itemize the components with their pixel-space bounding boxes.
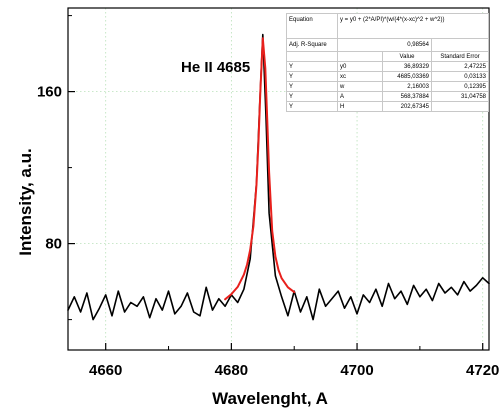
- adj-r-square-row: Adj. R-Square 0,98564: [286, 38, 489, 52]
- lorentz-fit-line: [224, 37, 296, 301]
- plot-frame: [67, 7, 490, 351]
- equation-label: Equation: [286, 13, 338, 39]
- x-tick-label: 4660: [89, 362, 122, 379]
- y-axis-title: Intensity, a.u.: [16, 148, 35, 255]
- spectrum-line: [67, 33, 490, 321]
- series-layer: [67, 33, 490, 321]
- y-tick-label: 160: [37, 84, 62, 101]
- x-tick-label: 4720: [466, 362, 499, 379]
- equation-text: y = y0 + (2*A/PI)*(w/(4*(x-xc)^2 + w^2)): [337, 13, 489, 39]
- error-header: Standard Error: [431, 51, 489, 62]
- table-row: Y y0 36,89329 2,47225: [286, 61, 489, 72]
- table-row: Y A 568,37884 31,04758: [286, 91, 489, 102]
- tick-marks: [68, 15, 484, 350]
- x-tick-label: 4700: [340, 362, 373, 379]
- table-row: Y xc 4685,03369 0,03133: [286, 71, 489, 82]
- adj-r-value: 0,98564: [337, 38, 432, 52]
- tick-labels: 4660 4680 4700 4720 80 160: [37, 84, 499, 379]
- adj-r-label: Adj. R-Square: [286, 38, 338, 52]
- value-header: Value: [382, 51, 432, 62]
- table-row: Y w 2,16003 0,12395: [286, 81, 489, 92]
- header-row: Value Standard Error: [286, 51, 489, 62]
- table-row: Y H 202,67345: [286, 101, 489, 112]
- x-axis-title: Wavelenght, A: [212, 389, 328, 408]
- equation-row: Equation y = y0 + (2*A/PI)*(w/(4*(x-xc)^…: [286, 13, 489, 39]
- peak-annotation: He II 4685: [181, 59, 250, 76]
- x-tick-label: 4680: [215, 362, 248, 379]
- y-tick-label: 80: [45, 236, 62, 253]
- fit-results-table: Equation y = y0 + (2*A/PI)*(w/(4*(x-xc)^…: [286, 13, 489, 112]
